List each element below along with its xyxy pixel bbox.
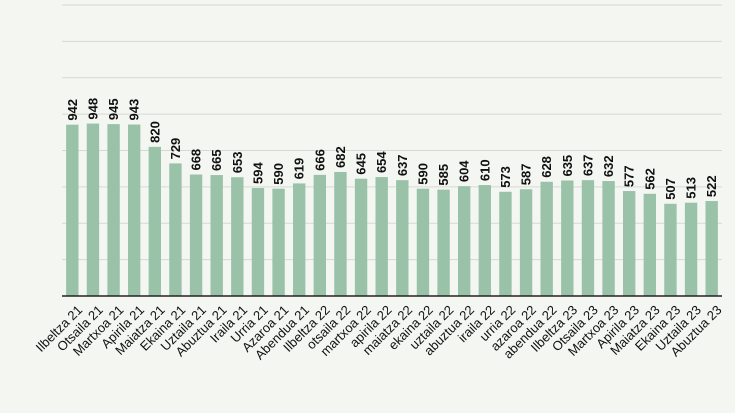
data-label: 945 [106, 98, 121, 120]
data-label: 666 [312, 149, 327, 171]
value-labels: 942 948 945 943 820 729 668 665 653 594 590 619 666 6… [65, 98, 719, 200]
data-label: 942 [65, 99, 80, 121]
data-label: 665 [209, 149, 224, 171]
data-label: 948 [85, 98, 100, 120]
bar [705, 201, 718, 296]
data-label: 635 [560, 155, 575, 177]
bar [293, 183, 306, 296]
data-label: 562 [642, 168, 657, 190]
bar [396, 180, 409, 296]
bar [169, 163, 182, 296]
bar [189, 174, 203, 296]
bar [664, 203, 677, 296]
data-label: 628 [539, 156, 554, 178]
data-label: 645 [354, 153, 369, 175]
bars [66, 123, 718, 297]
data-label: 507 [663, 178, 678, 200]
data-label: 610 [477, 159, 492, 181]
data-label: 587 [519, 164, 534, 186]
data-label: 590 [271, 163, 286, 185]
bar [478, 185, 492, 296]
data-label: 637 [395, 154, 410, 176]
data-label: 573 [498, 166, 513, 188]
bar [458, 186, 471, 296]
bar [499, 191, 512, 296]
bar [581, 180, 595, 296]
bar [643, 193, 657, 296]
bar [231, 177, 244, 296]
bar [602, 181, 615, 296]
data-label: 820 [147, 121, 162, 143]
data-label: 522 [704, 175, 719, 197]
bar [561, 180, 574, 296]
bar [334, 171, 347, 296]
bar [148, 146, 162, 296]
bar [272, 188, 285, 296]
data-label: 654 [374, 151, 389, 173]
bar [519, 189, 533, 296]
bar [684, 202, 698, 296]
bar [86, 123, 100, 296]
bar [66, 124, 79, 296]
bar [623, 191, 636, 296]
data-label: 943 [127, 99, 142, 121]
data-label: 577 [622, 165, 637, 187]
bar [540, 181, 553, 296]
bar [107, 124, 120, 296]
data-label: 513 [684, 177, 699, 199]
bar [210, 175, 223, 296]
data-label: 729 [168, 138, 183, 160]
bar [251, 187, 265, 296]
bar [375, 177, 388, 296]
bar [128, 124, 141, 297]
data-label: 594 [250, 162, 265, 184]
data-label: 668 [189, 149, 204, 171]
data-label: 653 [230, 152, 245, 174]
data-label: 632 [601, 155, 616, 177]
data-label: 585 [436, 164, 451, 186]
bar [437, 189, 450, 296]
data-label: 682 [333, 146, 348, 168]
data-label: 619 [292, 158, 307, 180]
data-label: 604 [457, 160, 472, 182]
bar [313, 174, 327, 296]
bar [416, 188, 430, 296]
bar [354, 178, 368, 296]
data-label: 637 [580, 154, 595, 176]
data-label: 590 [415, 163, 430, 185]
